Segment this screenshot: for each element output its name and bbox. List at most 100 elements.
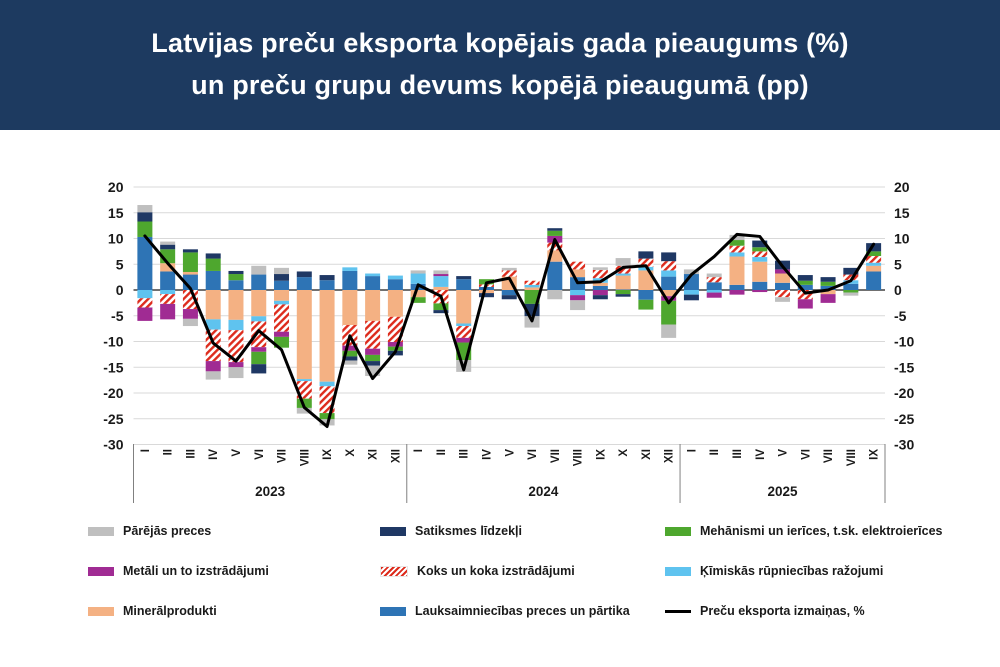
bar-segment-metali [365, 348, 381, 355]
bar-segment-parejas [661, 324, 677, 338]
bar-segment-lauksaimnieciba [797, 284, 813, 290]
bar-segment-lauksaimnieciba [843, 283, 859, 290]
bar-segment-mineralprodukti [228, 290, 244, 320]
bar-segment-parejas [342, 360, 358, 365]
bar-segment-parejas [775, 297, 791, 302]
bar-segment-mineralprodukti [752, 261, 768, 282]
bar-segment-mineralprodukti [365, 290, 381, 321]
legend-label: Ķīmiskās rūpniecības ražojumi [700, 564, 884, 578]
bar-segment-parejas [182, 318, 198, 327]
bar-segment-kimiskas [160, 290, 176, 295]
bar-segment-lauksaimnieciba [615, 289, 631, 290]
bar-segment-satiksmes [251, 364, 267, 374]
bar-segment-kimiskas [342, 267, 358, 271]
y-axis-label-right: 5 [894, 256, 902, 272]
bar-segment-metali [570, 295, 586, 301]
bar-segment-mehanismi [729, 240, 745, 246]
x-axis-month-label: I [686, 449, 698, 452]
bar-segment-satiksmes [501, 295, 517, 300]
y-axis-label-right: -30 [894, 437, 914, 453]
bar-segment-mineralprodukti [729, 256, 745, 285]
bar-segment-metali [433, 274, 449, 277]
x-axis-month-label: VII [823, 449, 835, 463]
legend-label: Lauksaimniecības preces un pārtika [415, 604, 630, 618]
bar-segment-metali [592, 290, 608, 296]
bar-segment-koks [524, 280, 540, 285]
x-axis-month-label: I [413, 449, 425, 452]
y-axis-label-right: 10 [894, 231, 910, 247]
bar-segment-koks [137, 298, 153, 308]
bar-segment-satiksmes [182, 249, 198, 253]
bar-segment-koks [752, 251, 768, 258]
bar-segment-lauksaimnieciba [274, 280, 290, 290]
bar-segment-mehanismi [797, 280, 813, 285]
x-axis-month-label: I [140, 449, 152, 452]
bar-segment-koks [456, 326, 472, 338]
legend-label: Minerālprodukti [123, 604, 217, 618]
bar-segment-mehanismi [638, 299, 654, 310]
bar-segment-koks [661, 261, 677, 271]
bar-segment-kimiskas [387, 275, 403, 280]
bar-segment-lauksaimnieciba [547, 261, 563, 290]
x-axis-month-label: VI [254, 449, 266, 460]
legend-item-mineralprodukti: Minerālprodukti [88, 602, 217, 620]
y-axis-label-right: 20 [894, 179, 910, 195]
page-title-line2: un preču grupu devums kopējā pieaugumā (… [191, 70, 809, 100]
bar-segment-lauksaimnieciba [387, 279, 403, 290]
y-axis-label-left: 15 [108, 205, 124, 221]
bar-segment-metali [706, 292, 722, 298]
bar-segment-mehanismi [410, 297, 426, 303]
bar-segment-mineralprodukti [820, 290, 836, 295]
y-axis-label-left: 5 [116, 256, 124, 272]
bar-segment-kimiskas [729, 252, 745, 257]
bar-segment-mineralprodukti [296, 290, 312, 380]
bar-segment-mineralprodukti [866, 265, 882, 272]
x-axis-month-label: VII [277, 449, 289, 463]
bar-segment-kimiskas [866, 262, 882, 266]
legend-item-parejas: Pārējās preces [88, 522, 211, 540]
bar-segment-lauksaimnieciba [319, 280, 335, 290]
bar-segment-lauksaimnieciba [775, 282, 791, 290]
x-axis-month-label: VII [550, 449, 562, 463]
series-swatch-koks-icon [380, 565, 408, 577]
bar-segment-lauksaimnieciba [501, 290, 517, 296]
bar-segment-parejas [592, 267, 608, 270]
bar-segment-kimiskas [752, 257, 768, 262]
bar-segment-kimiskas [524, 284, 540, 288]
bar-segment-kimiskas [274, 300, 290, 305]
bar-segment-lauksaimnieciba [160, 271, 176, 290]
legend-item-metali: Metāli un to izstrādājumi [88, 562, 269, 580]
x-axis-month-label: II [436, 449, 448, 455]
y-axis-label-left: -30 [103, 437, 123, 453]
bar-segment-mineralprodukti [524, 287, 540, 290]
bar-segment-lauksaimnieciba [342, 270, 358, 290]
bar-segment-metali [456, 337, 472, 343]
bar-segment-mineralprodukti [410, 290, 426, 298]
bar-segment-kimiskas [570, 290, 586, 296]
bar-segment-parejas [706, 273, 722, 278]
series-swatch-parejas-icon [88, 526, 114, 536]
legend-item-koks: Koks un koka izstrādājumi [380, 562, 575, 580]
bar-segment-mineralprodukti [182, 271, 198, 275]
y-axis-label-right: -15 [894, 359, 914, 375]
bar-segment-metali [342, 345, 358, 351]
bar-segment-mineralprodukti [160, 263, 176, 272]
bar-segment-metali [205, 361, 221, 372]
x-axis-month-label: IX [595, 449, 607, 460]
line-swatch-eksporta-izmainas-icon [665, 609, 691, 613]
bar-segment-lauksaimnieciba [365, 276, 381, 290]
x-axis-month-label: IV [481, 449, 493, 460]
bar-segment-satiksmes [797, 275, 813, 281]
y-axis-label-right: 0 [894, 282, 902, 298]
bar-segment-kimiskas [683, 290, 699, 295]
bar-segment-mineralprodukti [592, 282, 608, 286]
bar-segment-mineralprodukti [547, 250, 563, 262]
grid-and-axes: -30 -30 -25 -25 -20 -20 -15 -15 -10 -10 -5 -5 0 0 5 5 10… [103, 179, 914, 453]
series-swatch-mehanismi-icon [665, 526, 691, 536]
bar-segment-satiksmes [683, 294, 699, 301]
bar-segment-koks [570, 261, 586, 270]
bar-segment-kimiskas [228, 319, 244, 331]
x-axis-month-label: V [231, 449, 243, 457]
bar-segment-mineralprodukti [456, 290, 472, 324]
x-axis-month-label: II [163, 449, 175, 455]
